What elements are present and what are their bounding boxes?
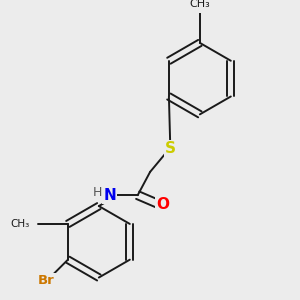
- Text: H: H: [93, 186, 102, 199]
- Text: CH₃: CH₃: [11, 219, 30, 229]
- Text: S: S: [165, 141, 176, 156]
- Text: N: N: [103, 188, 116, 203]
- Text: CH₃: CH₃: [190, 0, 210, 9]
- Text: O: O: [157, 197, 170, 212]
- Text: Br: Br: [38, 274, 55, 287]
